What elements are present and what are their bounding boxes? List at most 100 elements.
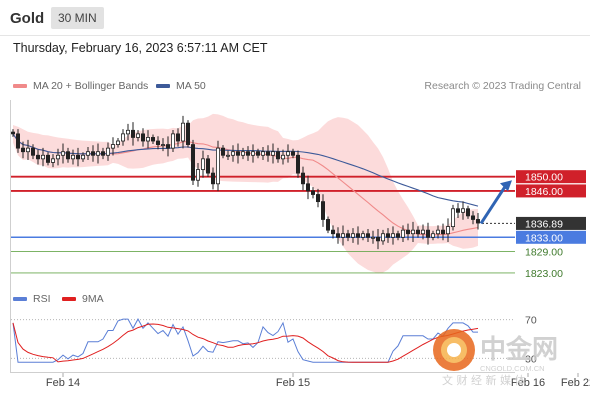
chart-frame (10, 100, 515, 373)
level-label-box-1 (516, 184, 586, 198)
level-labels: 1850.00 1846.00 1836.89 1833.00 1829.00 1823.… (516, 170, 586, 280)
candle-body (310, 190, 315, 195)
candle-body (395, 233, 400, 238)
candle-body (76, 154, 81, 160)
candle-body (430, 233, 435, 238)
candle-body (345, 233, 350, 238)
candle-body (91, 151, 96, 156)
x-axis: Feb 14 Feb 15 Feb 16 Feb 22 (46, 373, 590, 389)
x-tick-label-3: Feb 22 (561, 377, 590, 389)
candle-body (215, 147, 220, 185)
candle-body (51, 158, 56, 163)
candle-body (235, 151, 240, 156)
candle-body (180, 122, 185, 142)
candle-body (405, 229, 410, 235)
candle-body (465, 208, 470, 217)
candle-body (145, 137, 150, 142)
candle-body (250, 151, 255, 156)
watermark-domain: CNGOLD.COM.CN (480, 364, 545, 373)
candle-body (20, 147, 25, 153)
candle-body (280, 154, 285, 160)
candle-body (290, 151, 295, 156)
candle-body (410, 229, 415, 235)
candle-body (225, 154, 230, 157)
candle-body (116, 140, 121, 145)
candle-body (15, 133, 20, 149)
candle-body (470, 215, 475, 220)
level-label-box-2 (516, 216, 586, 230)
ma50-line (12, 133, 479, 207)
candle-body (46, 154, 51, 163)
forecast-arrow-shaft (479, 184, 508, 225)
candle-body (81, 154, 86, 160)
candle-body (385, 233, 390, 238)
copyright-notice: Research © 2023 Trading Central (424, 80, 581, 92)
candle-body (245, 151, 250, 156)
candle-body (86, 151, 91, 156)
forecast-arrow (479, 180, 512, 225)
candle-body (440, 229, 445, 235)
candle-body (435, 229, 440, 235)
candle-body (255, 151, 260, 156)
legend-9ma-label: 9MA (82, 293, 104, 305)
watermark-tagline: 文 财 经 新 媒 体 (442, 373, 525, 387)
x-tick-label-0: Feb 14 (46, 377, 80, 389)
candle-body (30, 147, 35, 156)
candle-body (200, 158, 205, 170)
candle-body (210, 172, 215, 185)
rsi-ma9-line (12, 322, 479, 363)
candle-body (455, 208, 460, 213)
moving-averages (12, 133, 479, 236)
level-label-1: 1846.00 (525, 186, 563, 198)
legend-9ma: 9MA (62, 293, 104, 305)
candle-body (450, 208, 455, 227)
candle-body (10, 131, 15, 135)
legend-ma20-label: MA 20 + Bollinger Bands (33, 80, 149, 92)
candlesticks (10, 115, 480, 250)
candle-body (41, 154, 46, 160)
candle-body (61, 151, 66, 156)
candle-body (355, 233, 360, 238)
rsi-swatch-icon (13, 297, 27, 301)
candle-body (111, 144, 116, 149)
candle-body (375, 236, 380, 242)
candle-body (155, 140, 160, 145)
timeframe-button[interactable]: 30 MIN (51, 7, 104, 29)
candle-body (106, 147, 111, 156)
candle-body (230, 151, 235, 156)
candle-body (300, 172, 305, 185)
chart-timestamp: Thursday, February 16, 2023 6:57:11 AM C… (13, 41, 268, 55)
candle-body (390, 233, 395, 238)
candle-body (190, 144, 195, 181)
legend-rsi: RSI (13, 293, 51, 305)
cngold-watermark: 中金网 CNGOLD.COM.CN 文 财 经 新 媒 体 (433, 329, 558, 387)
level-label-3: 1833.00 (525, 232, 563, 244)
candle-body (25, 147, 30, 153)
candle-body (260, 151, 265, 156)
candle-body (220, 147, 225, 156)
candle-body (365, 233, 370, 238)
rsi-panel: 70 30 (11, 315, 537, 365)
candle-body (285, 151, 290, 156)
candle-body (445, 226, 450, 235)
candle-body (400, 229, 405, 238)
watermark-logo-core-icon (447, 343, 461, 357)
price-levels (11, 175, 515, 274)
level-label-4: 1829.00 (525, 247, 563, 259)
x-tick-label-1: Feb 15 (276, 377, 310, 389)
candle-body (265, 151, 270, 156)
candle-body (160, 144, 165, 146)
candle-body (140, 133, 145, 142)
candle-body (121, 133, 126, 142)
ma50-swatch-icon (156, 84, 170, 88)
candle-body (425, 229, 430, 238)
candle-body (320, 201, 325, 220)
candle-body (315, 194, 320, 203)
candle-body (185, 122, 190, 145)
candle-body (415, 229, 420, 235)
candle-body (275, 151, 280, 160)
candle-body (420, 229, 425, 235)
candle-body (340, 233, 345, 238)
candle-body (350, 233, 355, 238)
legend-ma50-label: MA 50 (176, 80, 206, 92)
